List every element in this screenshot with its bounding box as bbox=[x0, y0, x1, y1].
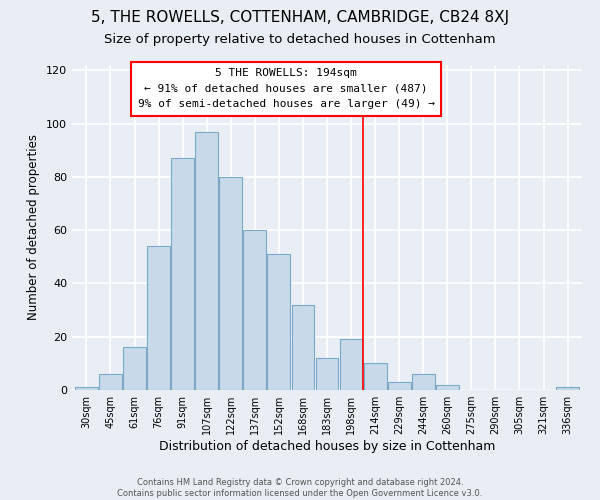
Bar bbox=[99, 374, 122, 390]
Bar bbox=[340, 340, 362, 390]
Bar bbox=[556, 388, 579, 390]
Bar bbox=[171, 158, 194, 390]
Text: Size of property relative to detached houses in Cottenham: Size of property relative to detached ho… bbox=[104, 32, 496, 46]
Bar bbox=[364, 364, 386, 390]
Text: Contains HM Land Registry data © Crown copyright and database right 2024.
Contai: Contains HM Land Registry data © Crown c… bbox=[118, 478, 482, 498]
Bar bbox=[316, 358, 338, 390]
Bar bbox=[412, 374, 434, 390]
Bar bbox=[268, 254, 290, 390]
X-axis label: Distribution of detached houses by size in Cottenham: Distribution of detached houses by size … bbox=[159, 440, 495, 453]
Bar bbox=[220, 177, 242, 390]
Bar bbox=[388, 382, 410, 390]
Bar bbox=[436, 384, 459, 390]
Bar bbox=[292, 305, 314, 390]
Bar bbox=[123, 348, 146, 390]
Bar bbox=[244, 230, 266, 390]
Text: 5, THE ROWELLS, COTTENHAM, CAMBRIDGE, CB24 8XJ: 5, THE ROWELLS, COTTENHAM, CAMBRIDGE, CB… bbox=[91, 10, 509, 25]
Bar bbox=[75, 388, 98, 390]
Text: 5 THE ROWELLS: 194sqm
← 91% of detached houses are smaller (487)
9% of semi-deta: 5 THE ROWELLS: 194sqm ← 91% of detached … bbox=[138, 68, 434, 110]
Y-axis label: Number of detached properties: Number of detached properties bbox=[28, 134, 40, 320]
Bar bbox=[195, 132, 218, 390]
Bar bbox=[147, 246, 170, 390]
